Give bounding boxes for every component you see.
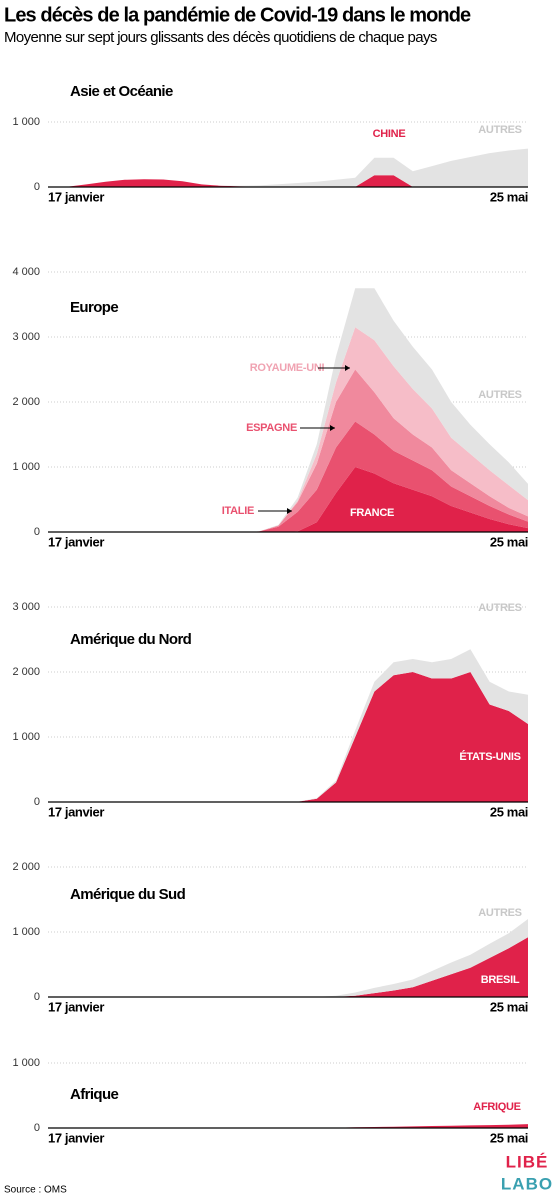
x-tick-label: 17 janvier — [48, 999, 104, 1014]
x-tick-label: 17 janvier — [48, 189, 104, 204]
y-tick-label: 0 — [34, 991, 40, 1003]
logo: LIBÉ — [506, 1152, 549, 1171]
y-tick-label: 0 — [34, 181, 40, 193]
area — [48, 937, 528, 997]
area — [48, 1124, 528, 1128]
area — [48, 421, 528, 532]
chart-title: Asie et Océanie — [70, 83, 173, 100]
y-tick-label: 0 — [34, 526, 40, 538]
logo: LABO — [501, 1174, 553, 1193]
chart-title: Amérique du Nord — [70, 631, 192, 648]
x-tick-label: 25 mai — [490, 189, 528, 204]
arrow-head — [345, 365, 350, 371]
chart-title: Afrique — [70, 1086, 119, 1103]
series-label: ESPAGNE — [246, 422, 297, 434]
area — [48, 672, 528, 802]
y-tick-label: 3 000 — [12, 601, 40, 613]
series-label: AUTRES — [478, 602, 521, 614]
y-tick-label: 2 000 — [12, 666, 40, 678]
series-label: AUTRES — [478, 124, 521, 136]
series-label: ÉTATS-UNIS — [459, 750, 520, 763]
series-label: ROYAUME-UNI — [250, 362, 325, 374]
series-label: ITALIE — [222, 505, 254, 517]
y-tick-label: 2 000 — [12, 861, 40, 873]
arrow-head — [330, 425, 335, 431]
series-label: BRESIL — [481, 974, 520, 986]
area — [48, 288, 528, 532]
area — [48, 467, 528, 532]
y-tick-label: 2 000 — [12, 396, 40, 408]
x-tick-label: 17 janvier — [48, 804, 104, 819]
area — [48, 148, 528, 187]
chart-title: Europe — [70, 299, 118, 316]
area — [48, 327, 528, 532]
chart-title: Amérique du Sud — [70, 886, 186, 903]
page-title: Les décès de la pandémie de Covid-19 dan… — [4, 4, 471, 26]
y-tick-label: 0 — [34, 796, 40, 808]
y-tick-label: 1 000 — [12, 1057, 40, 1069]
y-tick-label: 3 000 — [12, 331, 40, 343]
y-tick-label: 0 — [34, 1122, 40, 1134]
series-label: FRANCE — [350, 507, 394, 519]
x-tick-label: 17 janvier — [48, 534, 104, 549]
arrow-head — [287, 508, 292, 514]
series-label: AUTRES — [478, 907, 521, 919]
area — [48, 175, 528, 187]
source: Source : OMS — [4, 1185, 67, 1196]
x-tick-label: 25 mai — [490, 804, 528, 819]
y-tick-label: 1 000 — [12, 116, 40, 128]
y-tick-label: 1 000 — [12, 461, 40, 473]
page-subtitle: Moyenne sur sept jours glissants des déc… — [4, 29, 437, 46]
series-label: CHINE — [373, 128, 406, 140]
series-label: AUTRES — [478, 389, 521, 401]
y-tick-label: 1 000 — [12, 926, 40, 938]
series-label: AFRIQUE — [473, 1101, 520, 1113]
y-tick-label: 4 000 — [12, 266, 40, 278]
x-tick-label: 25 mai — [490, 534, 528, 549]
y-tick-label: 1 000 — [12, 731, 40, 743]
x-tick-label: 17 janvier — [48, 1130, 104, 1145]
x-tick-label: 25 mai — [490, 999, 528, 1014]
x-tick-label: 25 mai — [490, 1130, 528, 1145]
area — [48, 369, 528, 532]
